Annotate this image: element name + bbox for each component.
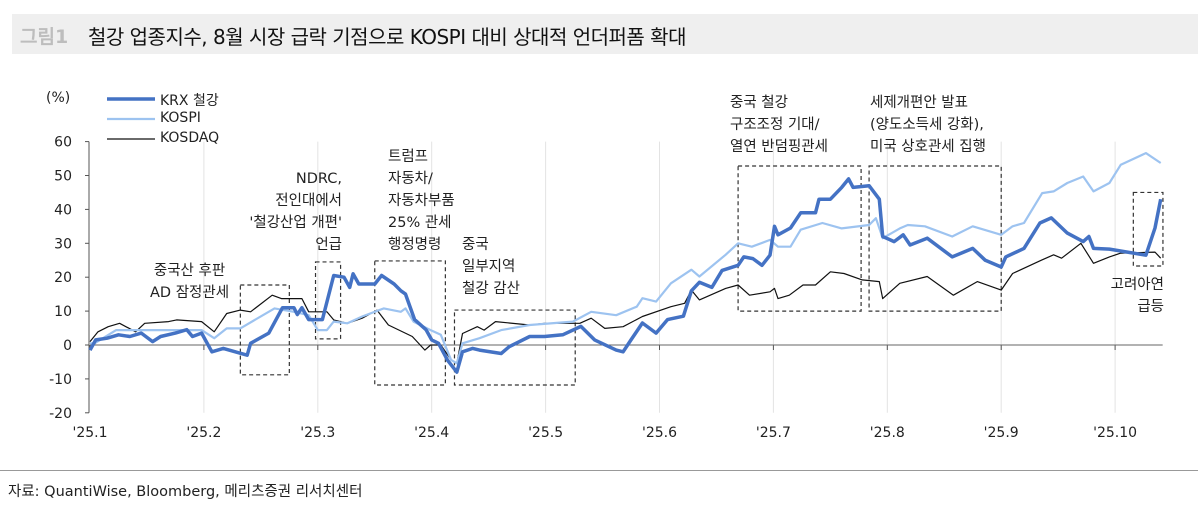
x-tick-label: '25.3 [300, 425, 335, 441]
annotation-tax-reform: 세제개편안 발표 (양도소득세 강화), 미국 상호관세 집행 [870, 95, 986, 155]
annotation-box [374, 260, 446, 386]
annotation-ndrc: NDRC, 전인대에서 '철강산업 개편' 언급 [249, 171, 342, 253]
x-tick-label: '25.1 [72, 425, 107, 441]
line-chart: '25.1 '25.2 '25.3 '25.4 '25.5 '25.6 '25.7 '25.8… [49, 97, 1164, 441]
figure-header: 그림1 철강 업종지수, 8월 시장 급락 기점으로 KOSPI 대비 상대적 … [12, 14, 1198, 54]
y-tick-label: 10 [54, 304, 72, 320]
source-note: 자료: QuantiWise, Bloomberg, 메리츠증권 리서치센터 [8, 484, 363, 500]
y-tick-label: 30 [54, 236, 72, 252]
annotation-box [239, 284, 290, 376]
series-line-krx-철강 [88, 177, 1163, 374]
figure-title: 철강 업종지수, 8월 시장 급락 기점으로 KOSPI 대비 상대적 언더퍼폼… [88, 25, 686, 49]
x-tick-label: '25.7 [756, 425, 791, 441]
x-tick-label: '25.9 [984, 425, 1019, 441]
x-tick-label: '25.4 [414, 425, 449, 441]
annotation-trump-tariff: 트럼프 자동차/ 자동차부품 25% 관세 행정명령 [388, 149, 455, 253]
y-tick-label: 50 [54, 169, 72, 185]
x-tick-label: '25.8 [870, 425, 905, 441]
annotation-box [737, 165, 862, 312]
legend-label-kosdaq: KOSDAQ [160, 130, 220, 146]
y-tick-label: 40 [54, 202, 72, 218]
y-tick-label: 60 [54, 135, 72, 151]
annotation-korea-zinc: 고려아연 급등 [1110, 277, 1164, 315]
annotation-china-restructure: 중국 철강 구조조정 기대/ 열연 반덤핑관세 [730, 95, 828, 155]
legend-label-kospi: KOSPI [160, 110, 201, 126]
y-tick-label: -10 [49, 372, 72, 388]
annotation-box [453, 309, 576, 386]
y-tick-label: 0 [63, 338, 72, 354]
figure-label: 그림1 [20, 26, 69, 48]
footer-divider [0, 470, 1198, 471]
y-axis-unit: (%) [46, 90, 71, 106]
legend-label-krx: KRX 철강 [160, 93, 219, 109]
annotation-box [868, 165, 1002, 312]
x-tick-label: '25.5 [528, 425, 563, 441]
x-tick-label: '25.2 [186, 425, 221, 441]
series-line-kosdaq [89, 242, 1162, 364]
annotation-china-cut: 중국 일부지역 철강 감산 [462, 237, 520, 297]
y-tick-label: 20 [54, 270, 72, 286]
x-tick-label: '25.10 [1093, 425, 1137, 441]
annotation-box [1132, 191, 1164, 267]
annotation-box [314, 261, 342, 340]
series-line-kospi [90, 152, 1162, 365]
x-tick-label: '25.6 [642, 425, 677, 441]
annotation-ad-tariff: 중국산 후판 AD 잠정관세 [150, 263, 230, 301]
y-tick-label: -20 [49, 406, 72, 422]
